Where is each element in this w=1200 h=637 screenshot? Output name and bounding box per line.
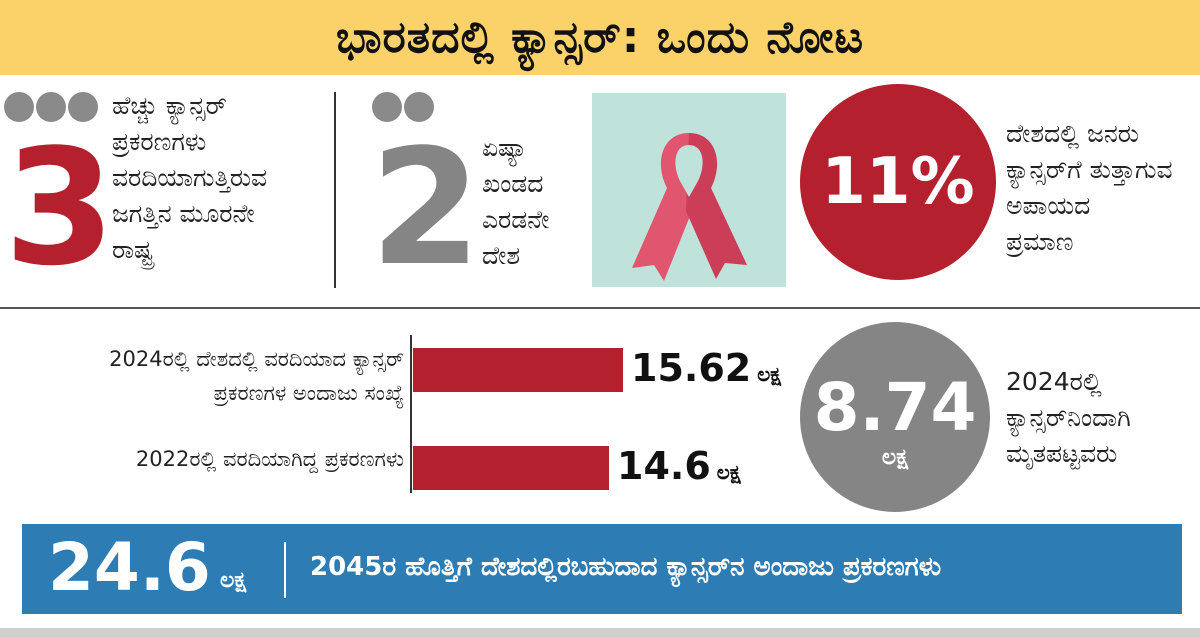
category-line: 2022ರಲ್ಲಿ ವರದಿಯಾಗಿದ್ದ ಪ್ರಕರಣಗಳು: [135, 447, 404, 471]
bar-2022-cases: [413, 446, 609, 490]
desc-line: ಎರಡನೇ: [482, 205, 550, 234]
desc-line: ದೇಶ: [482, 241, 521, 270]
desc-line: ಏಷ್ಯಾ: [482, 133, 528, 162]
bar-value-unit: ಲಕ್ಷ: [716, 460, 741, 484]
risk-percentage: 11%: [821, 145, 975, 219]
desc-line: ಅಪಾಯದ: [1006, 191, 1091, 220]
bar-category-label: 2022ರಲ್ಲಿ ವರದಿಯಾಗಿದ್ದ ಪ್ರಕರಣಗಳು: [136, 442, 404, 476]
world-rank-number: 3: [4, 114, 116, 301]
dot-marker: [404, 92, 434, 122]
chart-axis: [410, 335, 412, 493]
desc-line: ಮೃತಪಟ್ಟವರು: [1006, 439, 1118, 468]
desc-line: ರಾಷ್ಟ್ರ: [112, 235, 154, 264]
projection-banner: 24.6 ಲಕ್ಷ 2045ರ ಹೊತ್ತಿಗೆ ದೇಶದಲ್ಲಿರಬಹುದಾದ…: [22, 524, 1182, 614]
desc-line: ಕ್ಯಾನ್ಸರ್‌ನಿಂದಾಗಿ: [1006, 403, 1131, 432]
category-line: ಪ್ರಕರಣಗಳ ಅಂದಾಜು ಸಂಖ್ಯೆ: [213, 381, 404, 405]
asia-rank-number: 2: [370, 114, 482, 301]
footer-divider: [284, 542, 286, 598]
bar-value-label: 15.62 ಲಕ್ಷ: [631, 346, 781, 390]
projection-unit: ಲಕ್ಷ: [220, 568, 247, 593]
projection-number: 24.6: [48, 529, 211, 606]
world-rank-description: ಹೆಚ್ಚು ಕ್ಯಾನ್ಸರ್ ಪ್ರಕರಣಗಳು ವರದಿಯಾಗುತ್ತಿರ…: [112, 88, 267, 268]
desc-line: ಪ್ರಕರಣಗಳು: [112, 127, 207, 156]
pink-ribbon-icon: [632, 133, 747, 281]
desc-line: ಪ್ರಮಾಣ: [1006, 227, 1074, 256]
projection-description: 2045ರ ಹೊತ್ತಿಗೆ ದೇಶದಲ್ಲಿರಬಹುದಾದ ಕ್ಯಾನ್ಸರ್…: [310, 552, 942, 582]
deaths-number: 8.74: [813, 368, 977, 446]
desc-line: ಕ್ಯಾನ್ಸರ್‌ಗೆ ತುತ್ತಾಗುವ: [1006, 155, 1173, 184]
bottom-strip: [0, 628, 1200, 637]
deaths-circle: 8.74 ಲಕ್ಷ: [800, 322, 990, 512]
category-line: 2024ರಲ್ಲಿ ದೇಶದಲ್ಲಿ ವರದಿಯಾದ ಕ್ಯಾನ್ಸರ್: [109, 347, 404, 371]
bar-value-number: 14.6: [617, 444, 711, 488]
desc-line: ಜಗತ್ತಿನ ಮೂರನೇ: [112, 199, 255, 228]
dot-marker: [4, 92, 34, 122]
risk-circle: 11%: [800, 84, 996, 280]
header-banner: ಭಾರತದಲ್ಲಿ ಕ್ಯಾನ್ಸರ್: ಒಂದು ನೋಟ: [0, 0, 1200, 75]
bar-value-number: 15.62: [631, 346, 752, 390]
bar-category-label: 2024ರಲ್ಲಿ ದೇಶದಲ್ಲಿ ವರದಿಯಾದ ಕ್ಯಾನ್ಸರ್ ಪ್ರ…: [109, 342, 404, 410]
deaths-description: 2024ರಲ್ಲಿ ಕ್ಯಾನ್ಸರ್‌ನಿಂದಾಗಿ ಮೃತಪಟ್ಟವರು: [1006, 364, 1131, 472]
dot-marker: [36, 92, 66, 122]
desc-line: ಖಂಡದ: [482, 169, 544, 198]
page-title: ಭಾರತದಲ್ಲಿ ಕ್ಯಾನ್ಸರ್: ಒಂದು ನೋಟ: [335, 12, 865, 63]
desc-line: 2024ರಲ್ಲಿ: [1006, 367, 1102, 396]
dot-marker: [68, 92, 98, 122]
bar-2024-cases: [413, 348, 623, 392]
bar-value-unit: ಲಕ್ಷ: [757, 362, 782, 386]
section-divider: [0, 307, 1200, 309]
bar-value-label: 14.6 ಲಕ್ಷ: [617, 444, 741, 488]
desc-line: ಹೆಚ್ಚು ಕ್ಯಾನ್ಸರ್: [112, 91, 227, 120]
risk-description: ದೇಶದಲ್ಲಿ ಜನರು ಕ್ಯಾನ್ಸರ್‌ಗೆ ತುತ್ತಾಗುವ ಅಪಾ…: [1006, 116, 1173, 260]
dot-marker: [372, 92, 402, 122]
asia-rank-description: ಏಷ್ಯಾ ಖಂಡದ ಎರಡನೇ ದೇಶ: [482, 130, 549, 274]
desc-line: ದೇಶದಲ್ಲಿ ಜನರು: [1006, 119, 1139, 148]
awareness-ribbon-image: [592, 93, 786, 287]
desc-line: ವರದಿಯಾಗುತ್ತಿರುವ: [112, 163, 268, 192]
divider: [334, 92, 336, 288]
deaths-unit: ಲಕ್ಷ: [881, 444, 909, 470]
